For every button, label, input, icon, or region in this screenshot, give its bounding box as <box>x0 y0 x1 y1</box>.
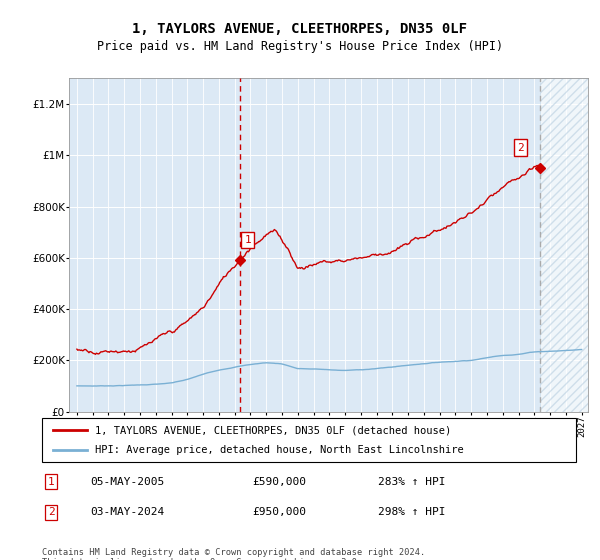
Text: 1, TAYLORS AVENUE, CLEETHORPES, DN35 0LF (detached house): 1, TAYLORS AVENUE, CLEETHORPES, DN35 0LF… <box>95 425 452 435</box>
Text: 1, TAYLORS AVENUE, CLEETHORPES, DN35 0LF: 1, TAYLORS AVENUE, CLEETHORPES, DN35 0LF <box>133 22 467 36</box>
Text: 2: 2 <box>47 507 55 517</box>
Text: 2: 2 <box>517 143 524 153</box>
Text: £950,000: £950,000 <box>252 507 306 517</box>
Text: 03-MAY-2024: 03-MAY-2024 <box>90 507 164 517</box>
Text: 283% ↑ HPI: 283% ↑ HPI <box>378 477 445 487</box>
Text: £590,000: £590,000 <box>252 477 306 487</box>
Text: Contains HM Land Registry data © Crown copyright and database right 2024.
This d: Contains HM Land Registry data © Crown c… <box>42 548 425 560</box>
Text: 298% ↑ HPI: 298% ↑ HPI <box>378 507 445 517</box>
Text: 05-MAY-2005: 05-MAY-2005 <box>90 477 164 487</box>
Text: Price paid vs. HM Land Registry's House Price Index (HPI): Price paid vs. HM Land Registry's House … <box>97 40 503 53</box>
Bar <box>539 78 588 412</box>
Text: HPI: Average price, detached house, North East Lincolnshire: HPI: Average price, detached house, Nort… <box>95 445 464 455</box>
FancyBboxPatch shape <box>42 418 576 462</box>
Text: 1: 1 <box>244 235 251 245</box>
Text: 1: 1 <box>47 477 55 487</box>
